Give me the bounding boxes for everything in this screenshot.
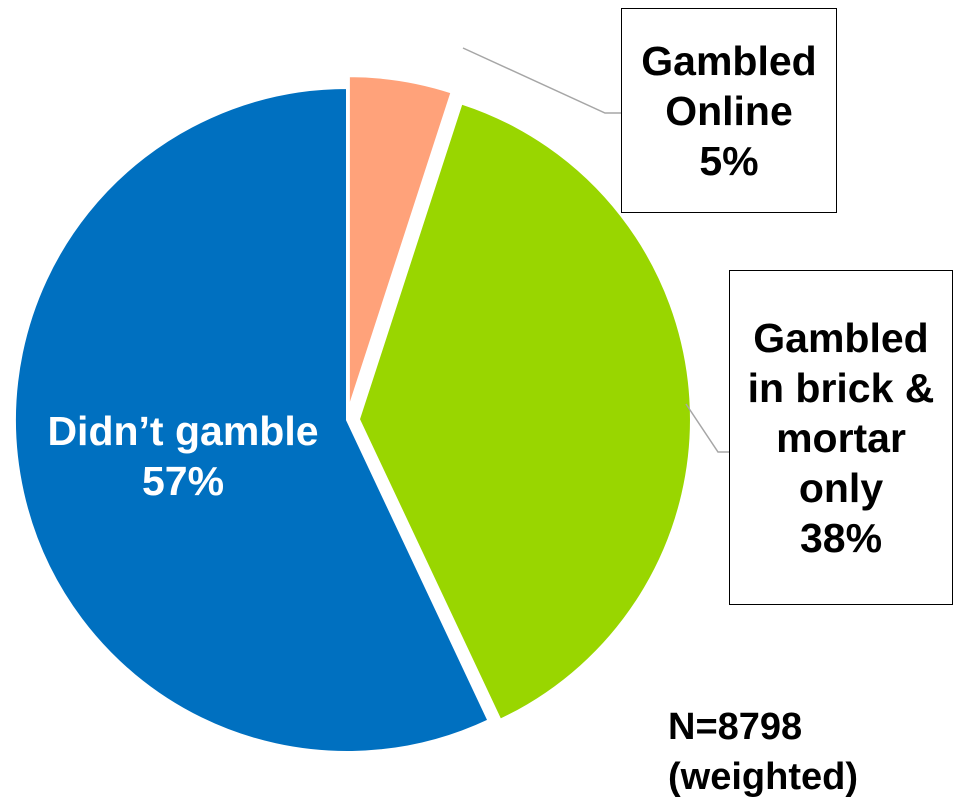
callout-gambled-online: Gambled Online 5% <box>621 8 837 213</box>
callout-percent: 38% <box>799 514 883 561</box>
pie-slice-gambled-online <box>347 75 453 409</box>
slice-label-percent: 57% <box>141 458 225 504</box>
sample-size-count: N=8798 <box>668 706 803 748</box>
pie-slice-didnt-gamble <box>14 86 490 753</box>
slice-label-name: Didn’t gamble <box>47 408 319 454</box>
callout-line: in brick & <box>747 364 935 411</box>
slice-label-didnt-gamble: Didn’t gamble 57% <box>18 406 348 506</box>
callout-line: mortar <box>776 414 906 461</box>
pie-slice-gambled-brick-mortar <box>357 102 692 721</box>
sample-size-weighted: (weighted) <box>668 756 858 798</box>
callout-line: Online <box>665 87 793 134</box>
callout-line: Gambled <box>641 37 817 84</box>
callout-percent: 5% <box>699 137 759 184</box>
leader-line-brick-mortar <box>685 403 729 453</box>
callout-line: only <box>798 464 884 511</box>
callout-line: Gambled <box>753 314 929 361</box>
callout-gambled-brick-mortar: Gambled in brick & mortar only 38% <box>729 270 953 605</box>
leader-line-online <box>462 47 621 114</box>
sample-size-note: N=8798 (weighted) <box>668 702 858 802</box>
